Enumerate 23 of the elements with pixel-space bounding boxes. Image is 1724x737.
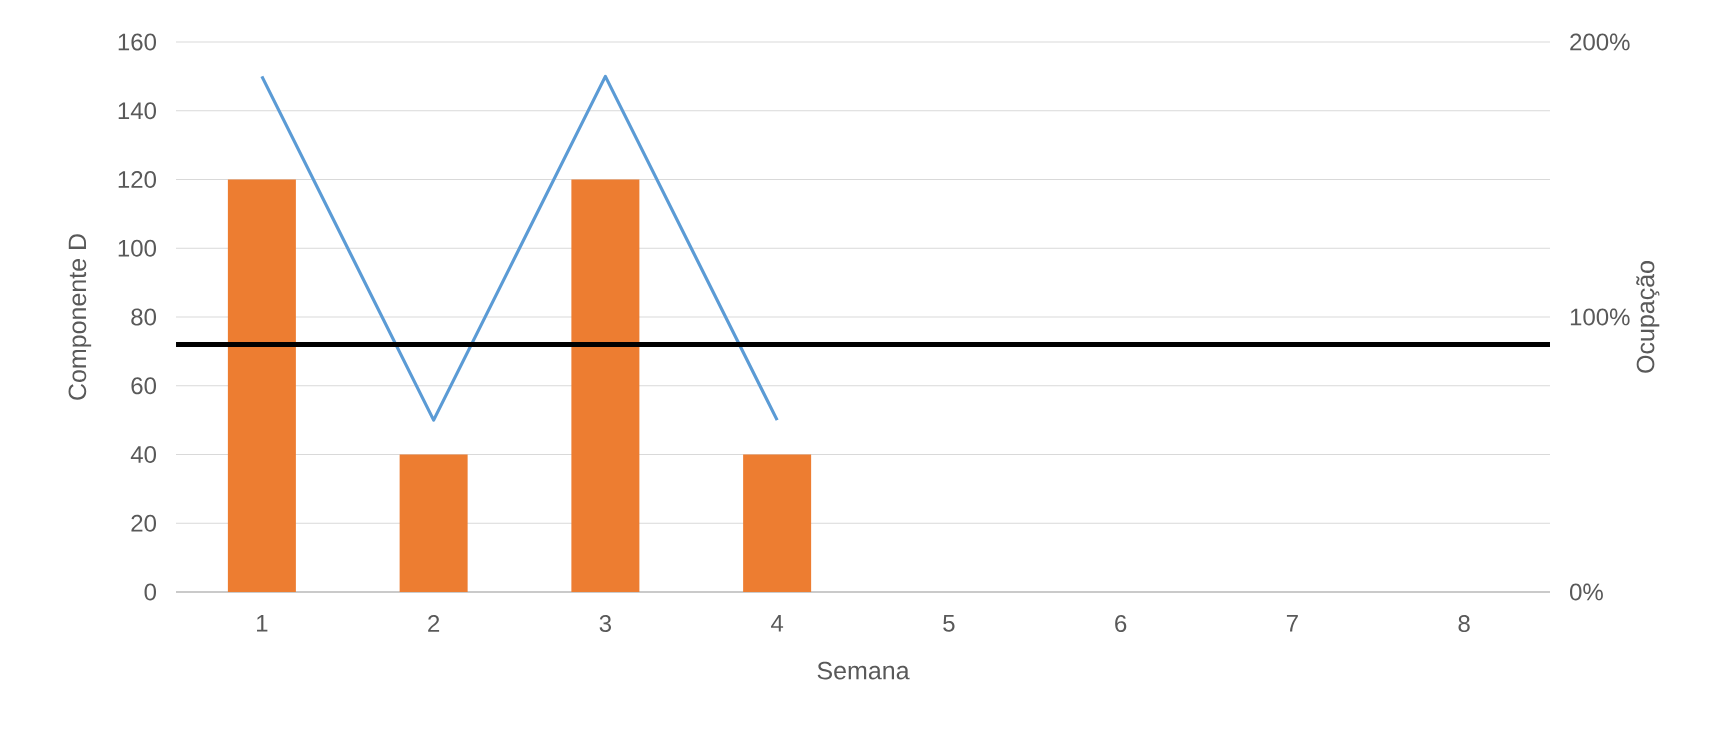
x-tick-label: 6 <box>1115 615 1127 633</box>
y-tick-label: 120 <box>118 171 157 188</box>
x-tick-label: 3 <box>599 615 612 633</box>
y-tick-label: 100 <box>118 239 157 257</box>
x-tick-label: 7 <box>1286 615 1298 632</box>
x-tick-label: 5 <box>943 615 955 632</box>
y-tick-label: 140 <box>118 102 157 120</box>
y2-tick-label: 100% <box>1570 308 1630 326</box>
y-tick-label: 20 <box>131 514 157 532</box>
y-tick-label: 80 <box>131 308 157 326</box>
y-tick-label: 0 <box>144 583 157 601</box>
y-tick-label: 40 <box>130 446 157 463</box>
y2-tick-label: 200% <box>1570 33 1630 51</box>
y-tick-label: 60 <box>131 377 157 395</box>
y-axis-title: Componente D <box>68 234 92 400</box>
y-tick-label: 160 <box>118 33 157 51</box>
x-axis-title: Semana <box>817 661 910 680</box>
x-tick-label: 2 <box>428 615 440 632</box>
x-tick-label: 4 <box>771 615 784 632</box>
y2-axis-title: Ocupação <box>1636 261 1660 373</box>
x-tick-label: 1 <box>257 615 268 632</box>
x-tick-label: 8 <box>1458 615 1470 633</box>
y2-tick-label: 0% <box>1570 583 1603 601</box>
